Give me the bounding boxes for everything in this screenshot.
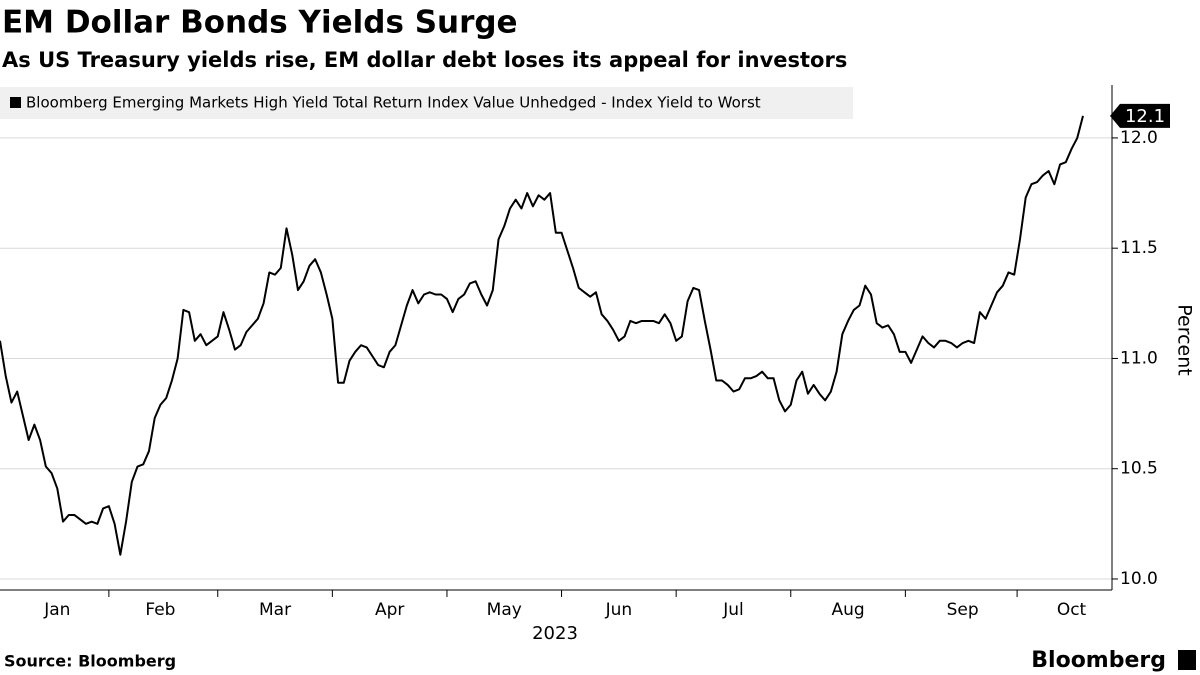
x-tick-label: Jun: [605, 600, 633, 620]
x-tick-label: Feb: [145, 600, 175, 620]
source: Source: Bloomberg: [4, 652, 176, 671]
y-tick-label: 10.5: [1120, 459, 1158, 479]
series-line: [0, 115, 1084, 556]
last-value-label: 12.1: [1125, 106, 1165, 127]
x-tick-label: Sep: [947, 600, 979, 620]
legend-box: [0, 87, 853, 119]
x-tick-label: Mar: [259, 600, 291, 620]
x-tick-label: Jul: [722, 600, 744, 620]
y-tick-label: 11.5: [1120, 238, 1158, 258]
last-value-badge: [1110, 103, 1170, 128]
x-tick-label: Oct: [1057, 600, 1087, 620]
y-tick-label: 11.0: [1120, 348, 1158, 368]
legend-swatch: [10, 97, 21, 108]
x-tick-label: Aug: [831, 600, 864, 620]
y-axis-label: Percent: [1174, 304, 1196, 376]
y-tick-label: 12.0: [1120, 128, 1158, 148]
brand-icon: [1178, 650, 1196, 670]
brand-logo: Bloomberg: [1031, 648, 1166, 673]
x-axis-label: 2023: [532, 623, 578, 644]
x-tick-label: Jan: [43, 600, 70, 620]
x-tick-label: May: [487, 600, 522, 620]
chart-title: EM Dollar Bonds Yields Surge: [2, 5, 518, 41]
y-tick-label: 10.0: [1120, 569, 1158, 589]
chart-subtitle: As US Treasury yields rise, EM dollar de…: [2, 48, 847, 72]
x-tick-label: Apr: [375, 600, 404, 620]
legend-label: Bloomberg Emerging Markets High Yield To…: [26, 94, 761, 112]
